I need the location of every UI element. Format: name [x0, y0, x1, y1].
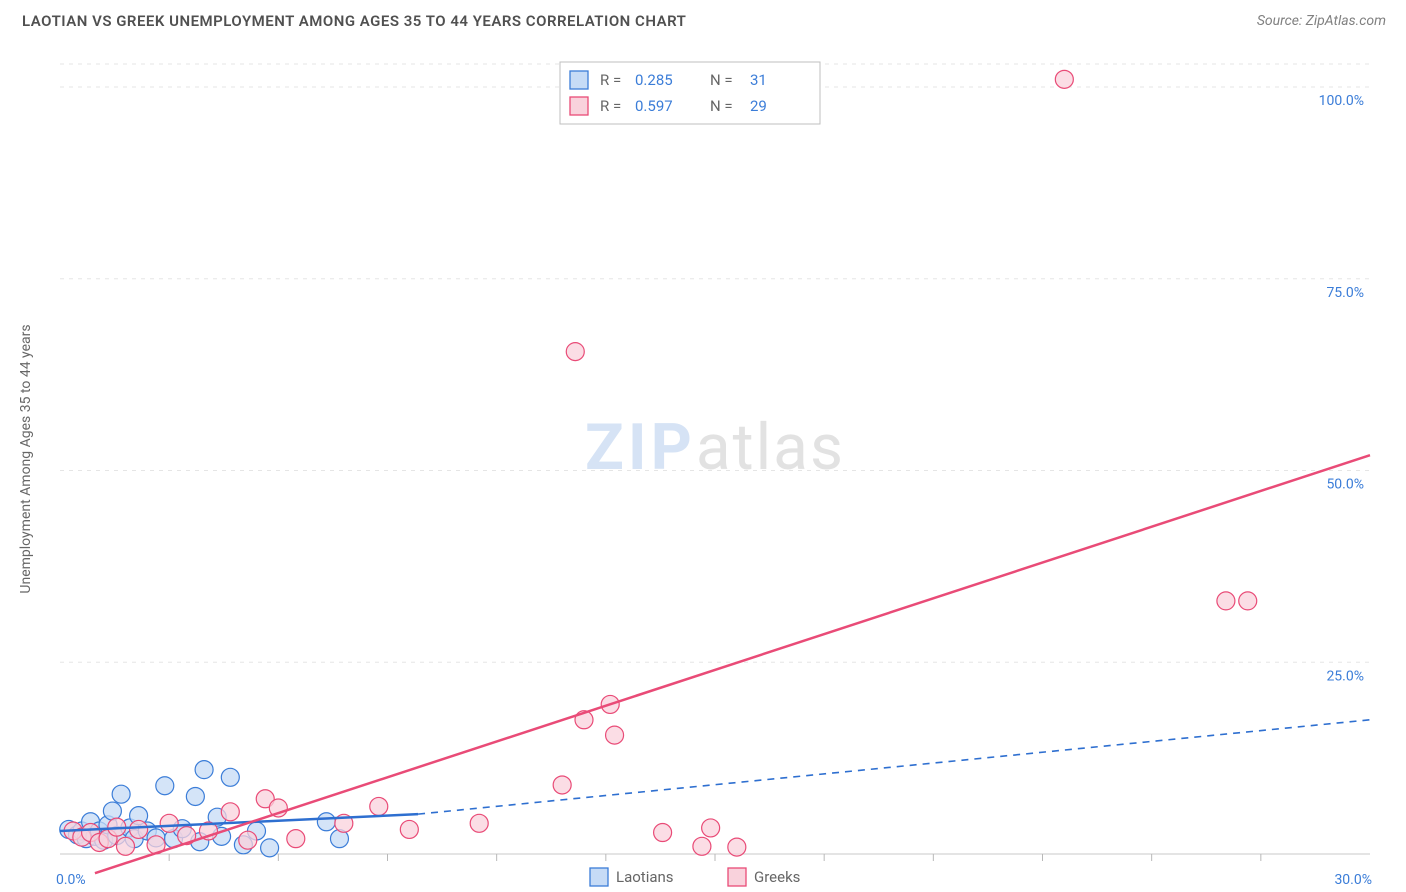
legend-n-label: N = [710, 97, 733, 115]
legend-swatch [570, 71, 588, 89]
data-point [400, 820, 418, 838]
legend-swatch [590, 868, 608, 886]
legend-r-value: 0.597 [635, 97, 673, 115]
legend-n-value: 29 [750, 97, 767, 115]
data-point [130, 820, 148, 838]
y-tick-label: 75.0% [1326, 285, 1364, 301]
legend-series-label: Laotians [616, 868, 674, 886]
data-point [287, 830, 305, 848]
scatter-chart-svg: 25.0% 50.0% 75.0% 100.0% 0.0% 30.0% ZIPatlas Un… [0, 44, 1406, 892]
chart-title: LAOTIAN VS GREEK UNEMPLOYMENT AMONG AGES… [22, 12, 686, 30]
data-point [553, 776, 571, 794]
legend-stats-box [560, 62, 820, 124]
data-point [221, 803, 239, 821]
data-point [317, 813, 335, 831]
data-point [702, 819, 720, 837]
data-point [156, 777, 174, 795]
source-attribution: Source: ZipAtlas.com [1257, 13, 1386, 29]
watermark: ZIPatlas [585, 410, 845, 485]
legend-swatch [728, 868, 746, 886]
data-point [1055, 70, 1073, 88]
trend-line [95, 455, 1370, 873]
legend-r-label: R = [600, 71, 621, 89]
data-point [186, 787, 204, 805]
data-point [239, 831, 257, 849]
data-point [112, 785, 130, 803]
data-point [1217, 592, 1235, 610]
data-point [470, 814, 488, 832]
y-axis-title: Unemployment Among Ages 35 to 44 years [18, 324, 34, 593]
data-point [606, 726, 624, 744]
legend-r-label: R = [600, 97, 621, 115]
legend-series-label: Greeks [754, 868, 800, 886]
legend-n-value: 31 [750, 71, 767, 89]
legend-n-label: N = [710, 71, 733, 89]
data-point [195, 761, 213, 779]
y-tick-label: 50.0% [1326, 477, 1364, 493]
x-tick-label: 0.0% [56, 872, 86, 888]
x-tick-label: 30.0% [1334, 872, 1372, 888]
data-point [160, 814, 178, 832]
y-tick-label: 25.0% [1326, 668, 1364, 684]
data-point [221, 768, 239, 786]
data-point [261, 839, 279, 857]
y-tick-label: 100.0% [1319, 93, 1364, 109]
data-point [728, 838, 746, 856]
data-point [693, 837, 711, 855]
data-point [370, 797, 388, 815]
data-point [654, 824, 672, 842]
legend-swatch [570, 97, 588, 115]
chart-area: 25.0% 50.0% 75.0% 100.0% 0.0% 30.0% ZIPatlas Un… [0, 44, 1406, 892]
data-point [1239, 592, 1257, 610]
trend-line-extrapolated [418, 720, 1370, 814]
data-point [566, 343, 584, 361]
data-point [103, 802, 121, 820]
legend-r-value: 0.285 [635, 71, 673, 89]
data-point [117, 837, 135, 855]
